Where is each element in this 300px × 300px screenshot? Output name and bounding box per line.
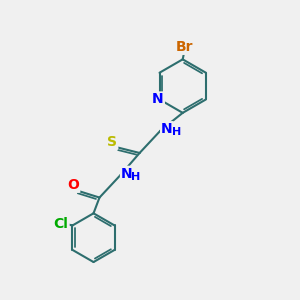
Text: H: H [172,127,181,137]
Text: N: N [161,122,173,136]
Text: Cl: Cl [54,217,69,231]
Text: O: O [68,178,79,192]
Text: H: H [131,172,141,182]
Text: S: S [107,135,117,149]
Text: N: N [152,92,164,106]
Text: N: N [121,167,133,181]
Text: Br: Br [176,40,193,54]
